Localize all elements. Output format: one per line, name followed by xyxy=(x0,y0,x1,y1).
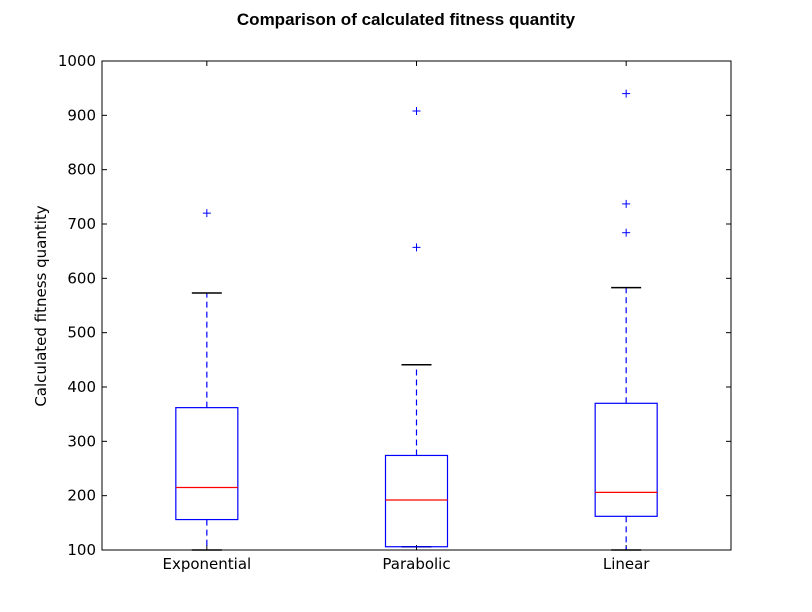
y-axis-label: Calculated fitness quantity xyxy=(32,205,50,406)
y-tick-label: 1000 xyxy=(58,52,96,70)
outlier-point xyxy=(622,228,631,237)
box-exponential xyxy=(175,407,239,521)
x-tick-label: Exponential xyxy=(162,555,251,573)
chart-title: Comparison of calculated fitness quantit… xyxy=(237,10,576,29)
box-parabolic xyxy=(384,454,449,548)
x-tick-label: Linear xyxy=(603,555,650,573)
y-tick-label: 600 xyxy=(67,269,96,287)
y-tick-label: 500 xyxy=(67,324,96,342)
x-tick-label: Parabolic xyxy=(382,555,450,573)
outlier-point xyxy=(622,89,631,98)
outlier-point xyxy=(412,243,421,252)
y-tick-label: 100 xyxy=(67,541,96,559)
y-tick-label: 200 xyxy=(67,487,96,505)
y-tick-label: 400 xyxy=(67,378,96,396)
y-tick-label: 700 xyxy=(67,215,96,233)
outlier-point xyxy=(202,209,211,218)
y-tick-label: 300 xyxy=(67,432,96,450)
box-linear xyxy=(594,402,658,517)
outlier-point xyxy=(622,199,631,208)
plot-area: 100 200 300 400 500 600 700 800 900 1000 Exponenti… xyxy=(58,52,732,573)
outlier-point xyxy=(412,106,421,115)
plot-frame xyxy=(101,60,732,551)
y-tick-label: 900 xyxy=(67,106,96,124)
y-tick-label: 800 xyxy=(67,161,96,179)
